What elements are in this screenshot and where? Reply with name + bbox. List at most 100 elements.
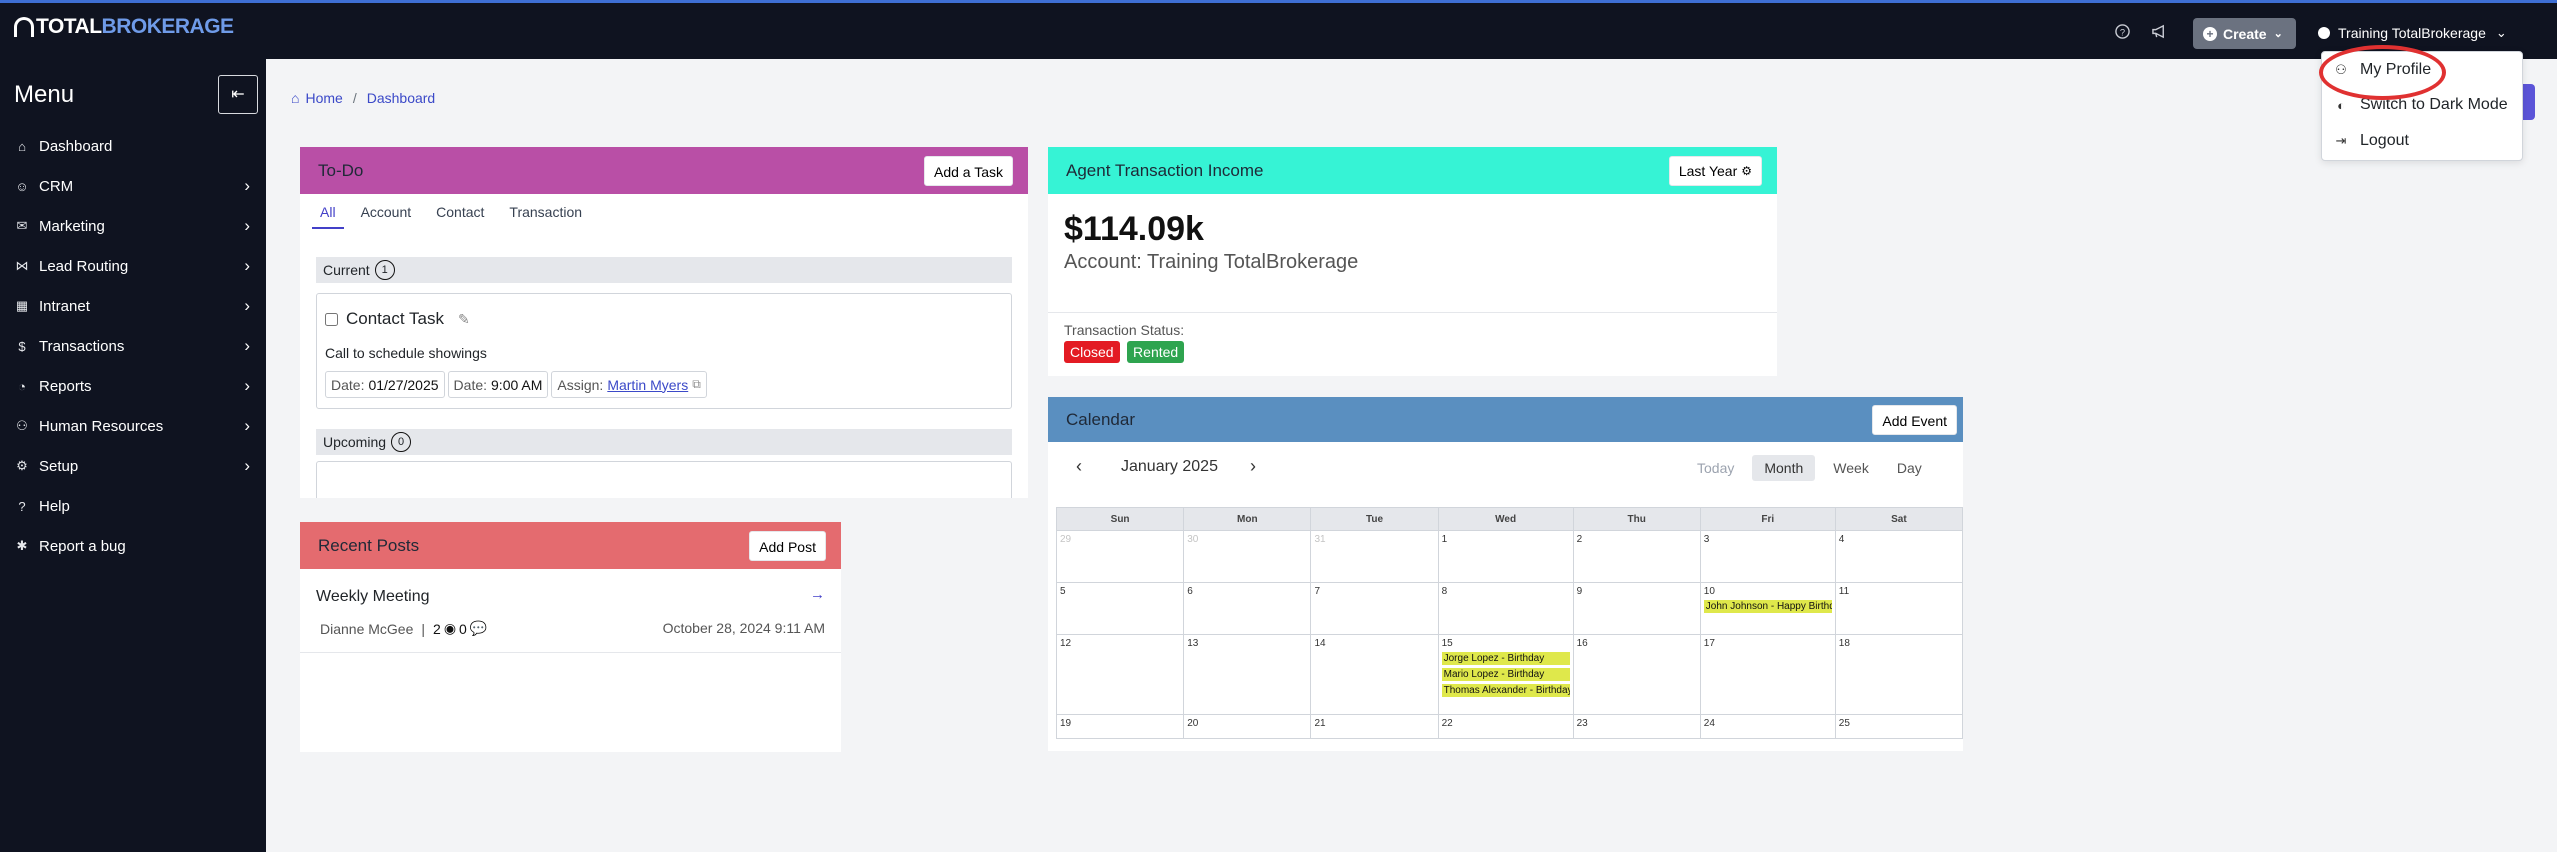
month-view-button[interactable]: Month (1752, 455, 1816, 481)
arrow-left-bar-icon: ⇤ (231, 86, 245, 103)
calendar-event[interactable]: Mario Lopez - Birthday (1441, 668, 1570, 681)
calendar-day-cell[interactable]: 18 (1834, 634, 1964, 715)
calendar-day-cell[interactable]: 25 (1834, 714, 1964, 739)
post-item[interactable]: Weekly Meeting → Dianne McGee | 2 ◉ 0 💬 … (300, 569, 841, 653)
calendar-day-cell[interactable]: 16 (1572, 634, 1701, 715)
calendar-day-cell[interactable]: 22 (1437, 714, 1574, 739)
upcoming-count-badge: 0 (391, 432, 412, 452)
brand-logo[interactable]: TOTAL BROKERAGE (14, 15, 234, 39)
calendar-day-cell[interactable]: 20 (1183, 714, 1312, 739)
assignee-link[interactable]: Martin Myers (607, 376, 689, 393)
sidebar-item-intranet[interactable]: ▦ Intranet › (14, 294, 250, 318)
period-select-button[interactable]: Last Year ⚙ (1668, 155, 1762, 186)
calendar-day-cell[interactable]: 10 John Johnson - Happy Birthday (1699, 582, 1836, 635)
today-button[interactable]: Today (1697, 460, 1735, 476)
calendar-day-cell[interactable]: 2 (1572, 530, 1701, 583)
sidebar: Menu ⇤ ⌂ Dashboard ☺ CRM › ✉ Marketing ›… (0, 59, 266, 852)
calendar-next-button[interactable]: › (1250, 456, 1256, 477)
calendar-day-cell[interactable]: 9 (1572, 582, 1701, 635)
tab-account[interactable]: Account (360, 204, 412, 220)
menu-item-logout[interactable]: ⇥ Logout (2332, 132, 2409, 150)
calendar-event[interactable]: Jorge Lopez - Birthday (1441, 652, 1570, 665)
calendar-day-cell[interactable]: 15 Jorge Lopez - Birthday Mario Lopez - … (1437, 634, 1574, 715)
calendar-day-cell[interactable]: 23 (1572, 714, 1701, 739)
arrow-right-icon[interactable]: → (810, 586, 825, 603)
tab-all[interactable]: All (312, 204, 344, 229)
calendar-day-cell[interactable]: 29 (1055, 530, 1185, 583)
calendar-day-cell[interactable]: 13 (1183, 634, 1312, 715)
user-menu-toggle[interactable]: Training TotalBrokerage ⌄ (2318, 25, 2507, 41)
home-icon: ⌂ (18, 138, 26, 154)
weekday-sat: Sat (1834, 507, 1964, 531)
page-action-button[interactable] (2523, 84, 2535, 120)
sidebar-item-label: Reports (39, 377, 92, 395)
calendar-day-cell[interactable]: 24 (1699, 714, 1836, 739)
calendar-event[interactable]: Thomas Alexander - Birthday (1441, 684, 1570, 697)
external-link-icon[interactable]: ⧉ (692, 377, 701, 391)
status-rented-badge[interactable]: Rented (1127, 341, 1185, 363)
logout-icon: ⇥ (2335, 133, 2347, 148)
collapse-sidebar-button[interactable]: ⇤ (218, 75, 258, 114)
task-assign-pill: Assign: Martin Myers ⧉ (551, 371, 707, 398)
calendar-day-cell[interactable]: 11 (1834, 582, 1964, 635)
income-title: Agent Transaction Income (1066, 160, 1264, 180)
sidebar-item-report-bug[interactable]: ✱ Report a bug (14, 534, 250, 558)
calendar-day-cell[interactable]: 12 (1055, 634, 1185, 715)
add-task-button[interactable]: Add a Task (923, 155, 1013, 186)
sidebar-item-crm[interactable]: ☺ CRM › (14, 174, 250, 198)
calendar-event[interactable]: John Johnson - Happy Birthday (1703, 600, 1832, 613)
calendar-day-cell[interactable]: 6 (1183, 582, 1312, 635)
sidebar-item-marketing[interactable]: ✉ Marketing › (14, 214, 250, 238)
calendar-prev-button[interactable]: ‹ (1076, 456, 1082, 477)
sidebar-item-help[interactable]: ? Help (14, 494, 250, 518)
weekday-mon: Mon (1183, 507, 1312, 531)
calendar-day-cell[interactable]: 8 (1437, 582, 1574, 635)
chart-icon: ◔ (18, 378, 26, 394)
edit-icon[interactable]: ✎ (457, 310, 470, 327)
megaphone-icon[interactable] (2151, 24, 2168, 41)
calendar-day-cell[interactable]: 17 (1699, 634, 1836, 715)
breadcrumb-separator: / (352, 90, 357, 106)
day-number: 13 (1187, 638, 1199, 649)
tab-contact[interactable]: Contact (436, 204, 485, 220)
question-circle-icon[interactable]: ? (2114, 24, 2131, 41)
day-view-button[interactable]: Day (1896, 460, 1922, 476)
chevron-right-icon: › (244, 176, 250, 195)
sidebar-item-lead-routing[interactable]: ⋈ Lead Routing › (14, 254, 251, 278)
create-button[interactable]: + Create ⌄ (2193, 18, 2296, 49)
day-number: 5 (1060, 586, 1066, 597)
calendar-day-cell[interactable]: 30 (1183, 530, 1312, 583)
calendar-day-cell[interactable]: 5 (1055, 582, 1185, 635)
calendar-day-cell[interactable]: 1 (1437, 530, 1574, 583)
calendar-day-cell[interactable]: 4 (1834, 530, 1964, 583)
day-number: 21 (1314, 718, 1326, 729)
add-post-button[interactable]: Add Post (749, 530, 826, 561)
sidebar-item-transactions[interactable]: $ Transactions › (14, 334, 250, 358)
calendar-day-cell[interactable]: 31 (1310, 530, 1439, 583)
post-title[interactable]: Weekly Meeting (316, 588, 430, 605)
bug-icon: ✱ (16, 538, 28, 553)
status-closed-badge[interactable]: Closed (1064, 341, 1120, 363)
calendar-day-cell[interactable]: 14 (1310, 634, 1439, 715)
day-number: 4 (1838, 534, 1845, 545)
chevron-right-icon: › (244, 416, 250, 435)
calendar-day-cell[interactable]: 19 (1055, 714, 1185, 739)
calendar-day-cell[interactable]: 3 (1699, 530, 1836, 583)
half-circle-icon: ◐ (2337, 97, 2345, 113)
sidebar-item-human-resources[interactable]: ⚇ Human Resources › (14, 414, 250, 438)
sidebar-item-reports[interactable]: ◔ Reports › (14, 374, 250, 398)
day-number: 23 (1576, 718, 1588, 729)
income-amount: $114.09k (1064, 210, 1204, 248)
add-event-button[interactable]: Add Event (1872, 404, 1957, 435)
calendar-day-cell[interactable]: 21 (1310, 714, 1439, 739)
task-checkbox[interactable] (325, 312, 338, 326)
breadcrumb-home-link[interactable]: Home (305, 90, 343, 106)
sidebar-item-dashboard[interactable]: ⌂ Dashboard (14, 134, 250, 158)
sidebar-item-setup[interactable]: ⚙ Setup › (14, 454, 250, 478)
menu-item-dark-mode[interactable]: ◐ Switch to Dark Mode (2332, 96, 2508, 114)
tab-transaction[interactable]: Transaction (509, 204, 583, 220)
sidebar-item-label: Intranet (39, 297, 90, 315)
breadcrumb-current[interactable]: Dashboard (366, 90, 436, 106)
week-view-button[interactable]: Week (1833, 460, 1869, 476)
calendar-day-cell[interactable]: 7 (1310, 582, 1439, 635)
